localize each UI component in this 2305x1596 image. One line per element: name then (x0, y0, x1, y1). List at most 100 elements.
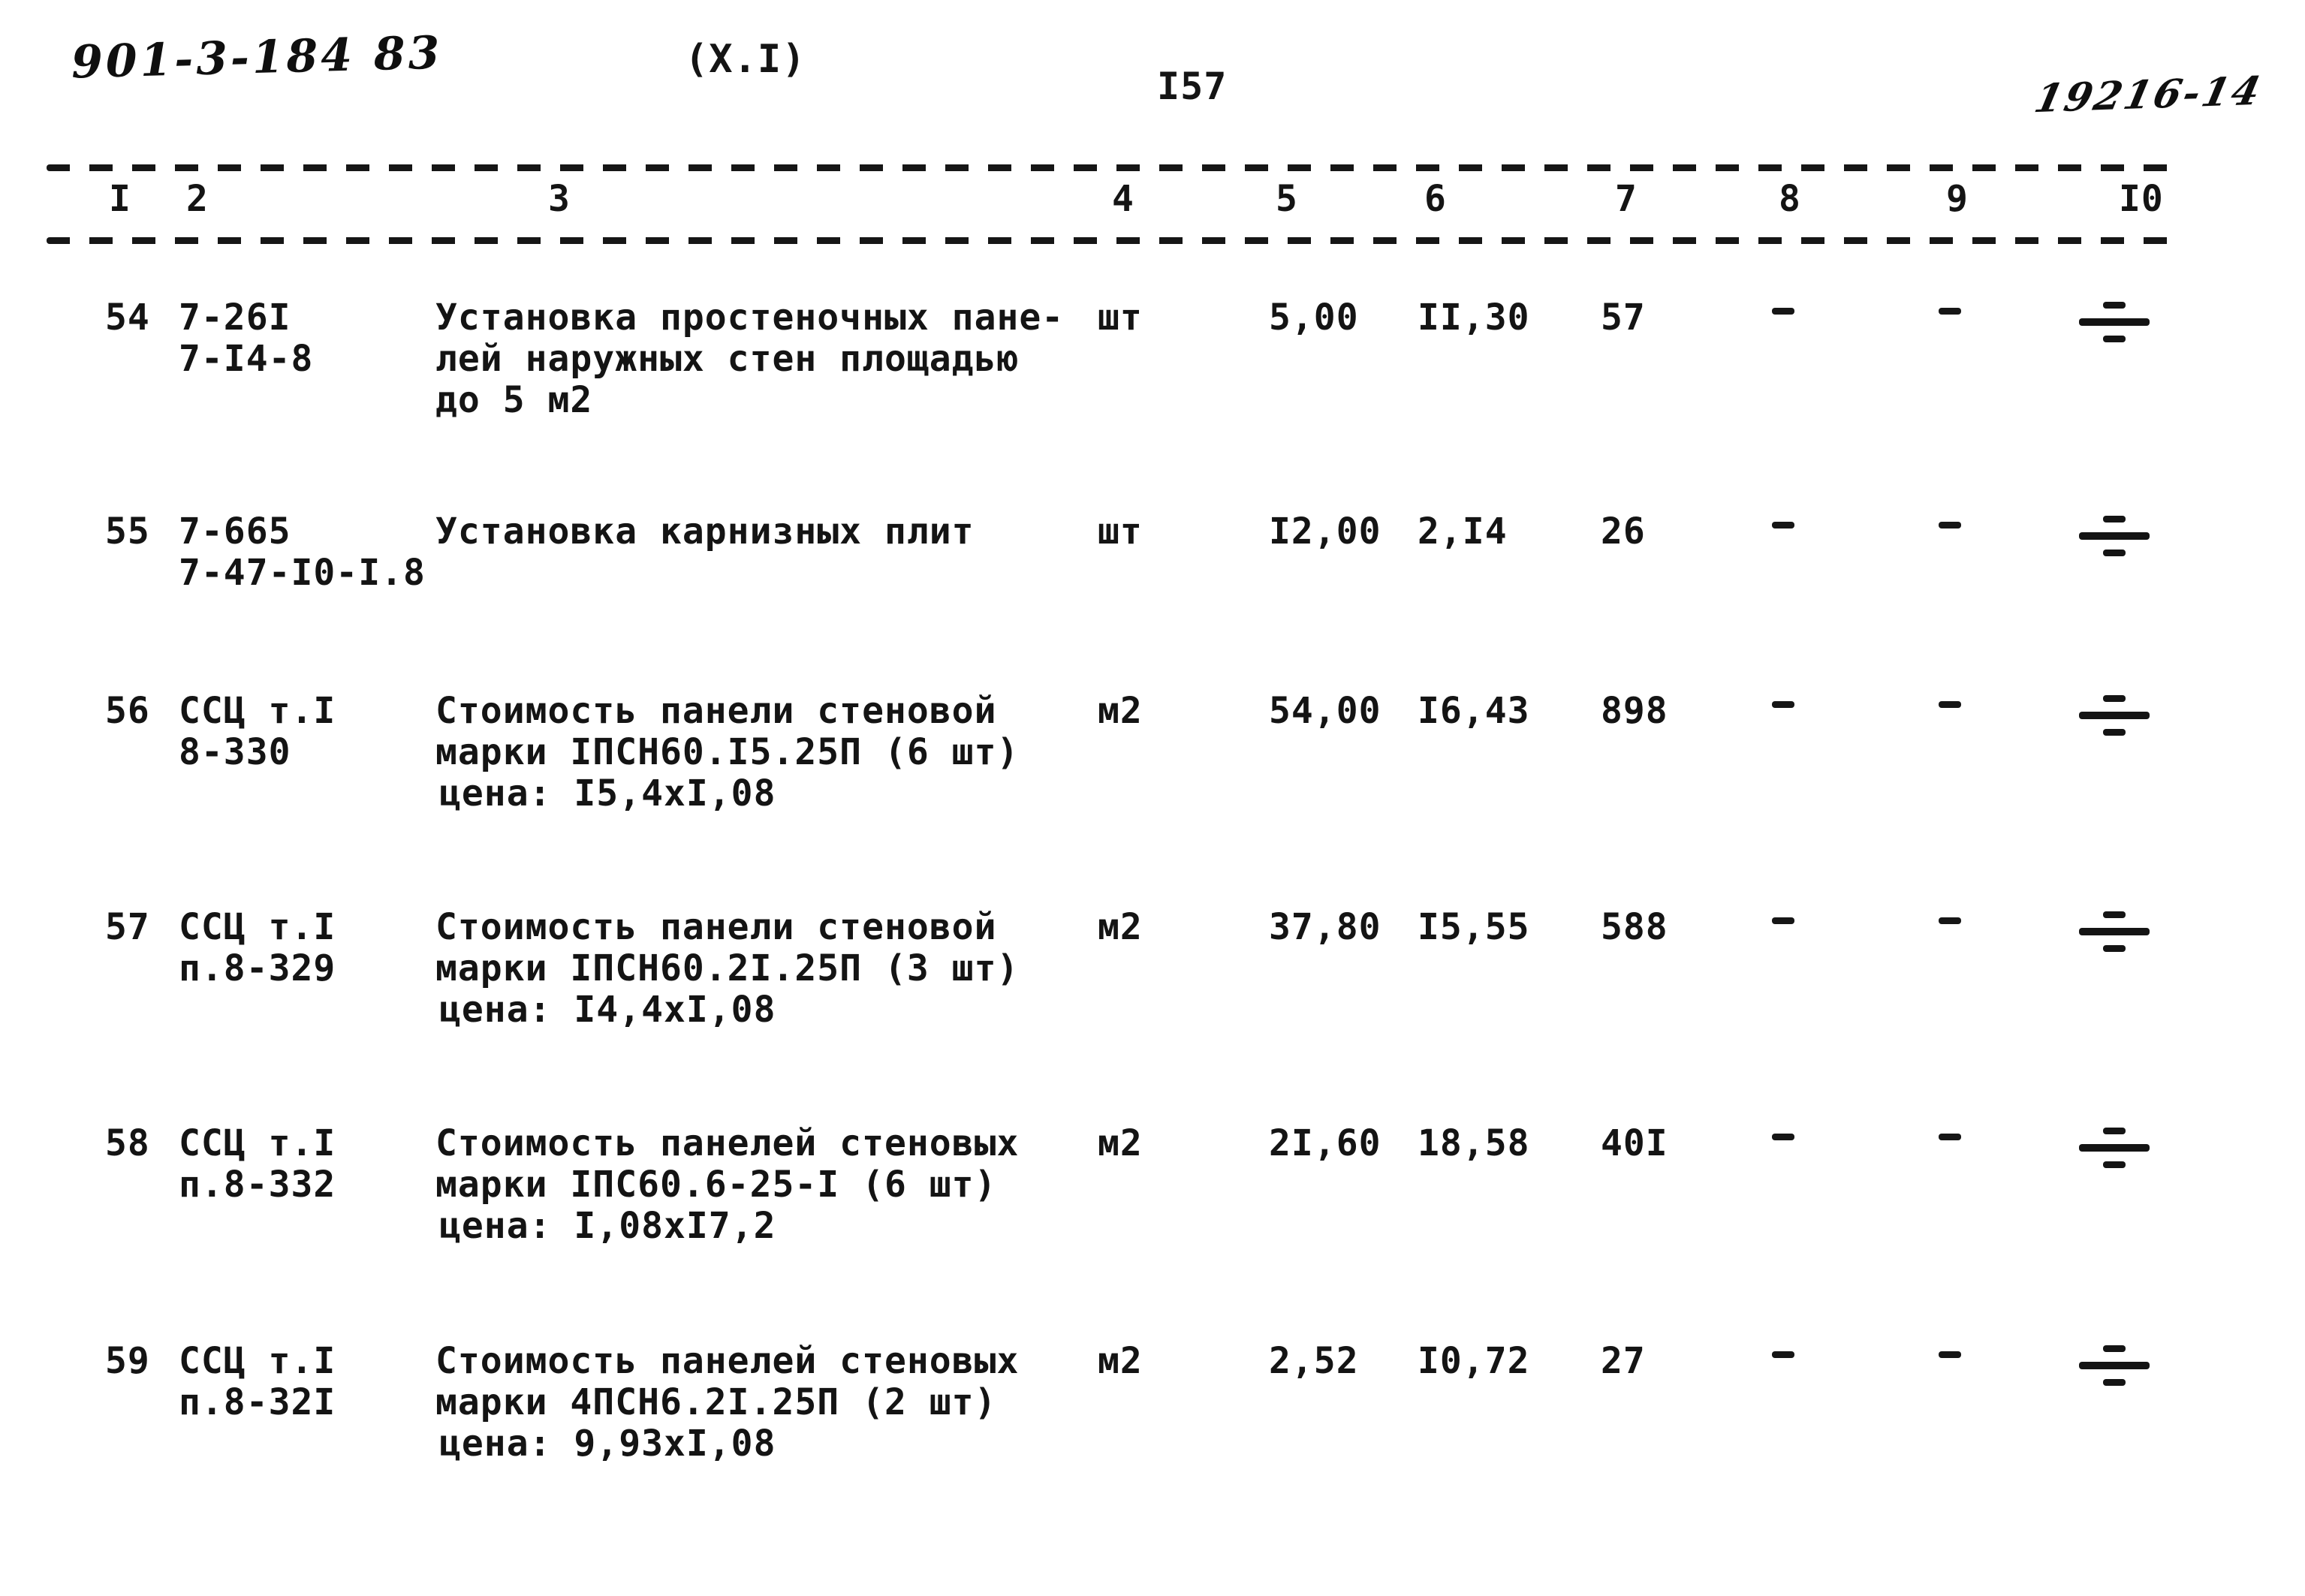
row-unit: м2 (1098, 906, 1143, 948)
divide-dash-bar (2103, 302, 2126, 309)
page-number: I57 (1157, 65, 1228, 108)
dash-mark-col8 (1772, 1134, 1794, 1140)
divide-dash-bar (2079, 1144, 2150, 1152)
row-code: 7-26I 7-I4-8 (179, 297, 314, 380)
dashed-divider-bottom (47, 237, 2176, 244)
row-quantity: 37,80 (1269, 906, 1381, 948)
row-number: 57 (105, 906, 150, 948)
divide-dash-bar (2103, 1345, 2126, 1352)
divide-dash-bar (2103, 695, 2126, 702)
row-total: 27 (1601, 1340, 1646, 1382)
column-number: I0 (2119, 178, 2164, 220)
dash-mark-col8 (1772, 308, 1794, 315)
row-description: Стоимость панелей стеновых марки IПС60.6… (435, 1122, 1020, 1206)
column-number: 6 (1424, 178, 1447, 220)
row-code: ССЦ т.I п.8-329 (179, 906, 336, 989)
row-quantity: 54,00 (1269, 690, 1381, 732)
divide-dash-bar (2079, 712, 2150, 719)
row-total: 57 (1601, 297, 1646, 339)
divide-dash-bar (2103, 550, 2126, 556)
divide-dash-icon (2079, 1345, 2150, 1386)
row-description: Установка карнизных плит (435, 510, 975, 553)
divide-dash-bar (2103, 1161, 2126, 1168)
column-number: 7 (1615, 178, 1638, 220)
row-description: Стоимость панели стеновой марки IПСН60.I… (435, 690, 1020, 773)
row-description: Стоимость панели стеновой марки IПСН60.2… (435, 906, 1020, 989)
divide-dash-icon (2079, 695, 2150, 736)
row-quantity: 2I,60 (1269, 1122, 1381, 1164)
row-unit-cost: II,30 (1418, 297, 1530, 339)
row-number: 56 (105, 690, 150, 732)
dash-mark-col8 (1772, 701, 1794, 708)
row-description: Стоимость панелей стеновых марки 4ПСН6.2… (435, 1340, 1020, 1423)
divide-dash-bar (2103, 336, 2126, 342)
row-number: 54 (105, 297, 150, 339)
row-price-note: цена: 9,93хI,08 (439, 1423, 776, 1465)
row-number: 58 (105, 1122, 150, 1164)
row-quantity: I2,00 (1269, 510, 1381, 553)
column-number: I (109, 178, 131, 220)
divide-dash-bar (2103, 1379, 2126, 1386)
divide-dash-icon (2079, 516, 2150, 556)
divide-dash-bar (2103, 516, 2126, 522)
row-unit-cost: I6,43 (1418, 690, 1530, 732)
divide-dash-icon (2079, 911, 2150, 952)
dash-mark-col8 (1772, 522, 1794, 528)
divide-dash-bar (2079, 928, 2150, 935)
divide-dash-bar (2079, 1362, 2150, 1369)
divide-dash-bar (2103, 911, 2126, 918)
row-unit-cost: I0,72 (1418, 1340, 1530, 1382)
divide-dash-icon (2079, 302, 2150, 342)
dash-mark-col9 (1939, 1134, 1961, 1140)
column-number: 5 (1276, 178, 1298, 220)
row-unit: м2 (1098, 1340, 1143, 1382)
dash-mark-col8 (1772, 917, 1794, 924)
column-number: 4 (1112, 178, 1134, 220)
column-number: 9 (1946, 178, 1969, 220)
row-unit: шт (1098, 510, 1143, 553)
row-number: 59 (105, 1340, 150, 1382)
column-number: 2 (186, 178, 209, 220)
divide-dash-bar (2079, 318, 2150, 326)
row-code: ССЦ т.I 8-330 (179, 690, 336, 773)
dash-mark-col9 (1939, 522, 1961, 528)
divide-dash-bar (2079, 532, 2150, 540)
row-total: 40I (1601, 1122, 1668, 1164)
column-number: 8 (1779, 178, 1801, 220)
row-quantity: 2,52 (1269, 1340, 1359, 1382)
row-total: 26 (1601, 510, 1646, 553)
row-code: ССЦ т.I п.8-332 (179, 1122, 336, 1206)
dash-mark-col9 (1939, 308, 1961, 315)
row-description: Установка простеночных пане- лей наружны… (435, 297, 1065, 421)
row-code: 7-665 7-47-I0-I.8 (179, 510, 426, 594)
row-unit-cost: I5,55 (1418, 906, 1530, 948)
dash-mark-col9 (1939, 917, 1961, 924)
dash-mark-col9 (1939, 1351, 1961, 1358)
row-unit-cost: 2,I4 (1418, 510, 1508, 553)
row-unit: м2 (1098, 690, 1143, 732)
row-unit-cost: 18,58 (1418, 1122, 1530, 1164)
row-price-note: цена: I4,4хI,08 (439, 989, 776, 1031)
row-number: 55 (105, 510, 150, 553)
column-number: 3 (548, 178, 571, 220)
divide-dash-bar (2103, 945, 2126, 952)
row-price-note: цена: I5,4хI,08 (439, 772, 776, 815)
dash-mark-col8 (1772, 1351, 1794, 1358)
dash-mark-col9 (1939, 701, 1961, 708)
divide-dash-icon (2079, 1128, 2150, 1168)
row-code: ССЦ т.I п.8-32I (179, 1340, 336, 1423)
section-label: (X.I) (685, 37, 806, 82)
divide-dash-bar (2103, 1128, 2126, 1134)
row-price-note: цена: I,08хI7,2 (439, 1205, 776, 1247)
divide-dash-bar (2103, 729, 2126, 736)
row-total: 898 (1601, 690, 1668, 732)
row-total: 588 (1601, 906, 1668, 948)
